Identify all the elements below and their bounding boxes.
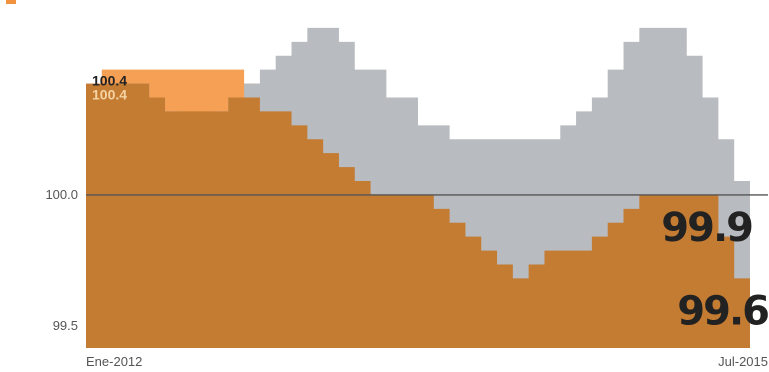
- end-value-label-upper: 99.9: [661, 205, 752, 251]
- legend-swatch: [6, 0, 16, 4]
- x-tick-label-end: Jul-2015: [718, 354, 768, 369]
- series-layer: [86, 27, 750, 349]
- series-area-3: [86, 83, 750, 348]
- start-value-label-light: 100.4: [92, 87, 127, 103]
- end-value-label-lower: 99.6: [677, 288, 768, 334]
- y-tick-label-99-5: 99.5: [53, 318, 78, 333]
- legend: [6, 0, 16, 4]
- y-tick-label-100-0: 100.0: [45, 187, 78, 202]
- start-value-label-dark: 100.4: [92, 73, 127, 89]
- x-tick-label-start: Ene-2012: [86, 354, 142, 369]
